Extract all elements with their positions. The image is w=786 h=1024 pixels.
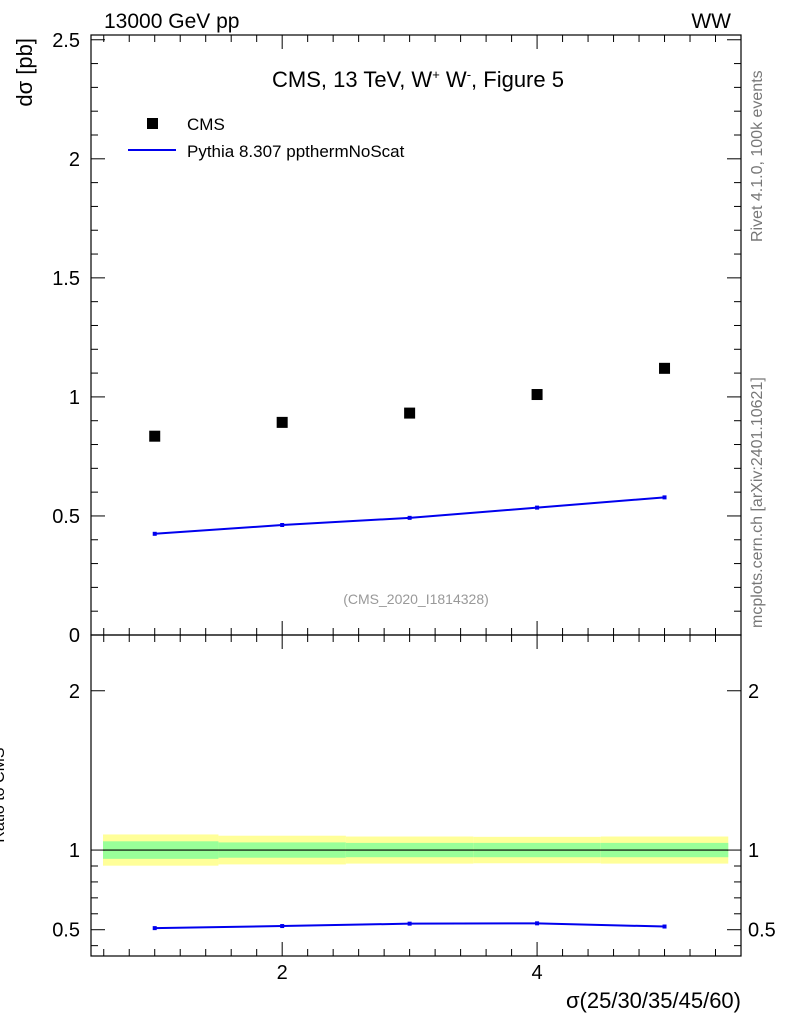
main-y-tick-label: 1.5 [52,268,80,290]
main-y-tick-labels: 0.5 1 1.5 2 2.5 0 [52,30,80,647]
main-panel: 0.5 1 1.5 2 2.5 0 dσ [pb] CMS, 13 TeV, W+ W-,… [12,30,742,647]
pythia-point [407,515,412,520]
cms-data-point [276,416,288,428]
analysis-watermark: (CMS_2020_I1814328) [343,591,489,607]
legend-pythia-label: Pythia 8.307 ppthermNoScat [187,142,405,161]
ratio-axis-ticks [91,635,741,956]
main-y-tick-label: 2.5 [52,30,80,52]
cms-data-point [149,430,161,442]
y-axis-label: dσ [pb] [12,38,37,107]
legend-cms-marker [147,118,158,129]
ratio-frame [90,634,742,957]
cms-data-point [404,407,416,419]
pythia-point [152,531,157,536]
ratio-y-tick-label-right: 2 [748,681,759,703]
main-series [149,362,671,536]
cms-data-point [531,389,543,401]
process-label: WW [691,10,731,33]
ratio-pythia-point [662,924,667,929]
x-tick-label: 2 [277,962,288,984]
ratio-y-tick-label-left: 0.5 [52,920,80,942]
ratio-pythia-point [280,924,285,929]
legend-cms-label: CMS [187,115,225,134]
rivet-version-label: Rivet 4.1.0, 100k events [749,70,766,242]
ratio-y-tick-label-left: 2 [69,681,80,703]
ratio-pythia-point [152,926,157,931]
ratio-y-tick-label-right: 0.5 [748,920,776,942]
ratio-y-tick-label-right: 1 [748,840,759,862]
ratio-y-axis-label: Ratio to CMS [0,747,8,842]
legend: CMS Pythia 8.307 ppthermNoScat [128,115,405,161]
ratio-pythia-point [535,921,540,926]
main-y-tick-label-zero: 0 [69,625,80,647]
mcplots-label: mcplots.cern.ch [arXiv:2401.10621] [749,377,766,628]
plot-title: CMS, 13 TeV, W+ W-, Figure 5 [272,67,564,92]
pythia-point [662,495,667,500]
x-tick-label: 4 [532,962,543,984]
pythia-line [154,496,665,535]
main-axis-ticks [91,35,741,636]
ratio-y-tick-label-left: 1 [69,840,80,862]
main-y-tick-label: 0.5 [52,506,80,528]
pythia-point [535,505,540,510]
energy-label: 13000 GeV pp [104,10,239,33]
ratio-uncertainty-bands [103,834,729,866]
main-y-tick-label: 2 [69,149,80,171]
ratio-y-tick-labels: 0.5 0.5 1 1 2 2 [52,681,776,942]
ratio-series [152,921,667,931]
pythia-point [280,523,285,527]
main-y-tick-label: 1 [69,387,80,409]
ratio-pythia-point [407,921,412,926]
x-axis-label: σ(25/30/35/45/60) [566,988,741,1013]
cms-data-point [659,362,671,374]
